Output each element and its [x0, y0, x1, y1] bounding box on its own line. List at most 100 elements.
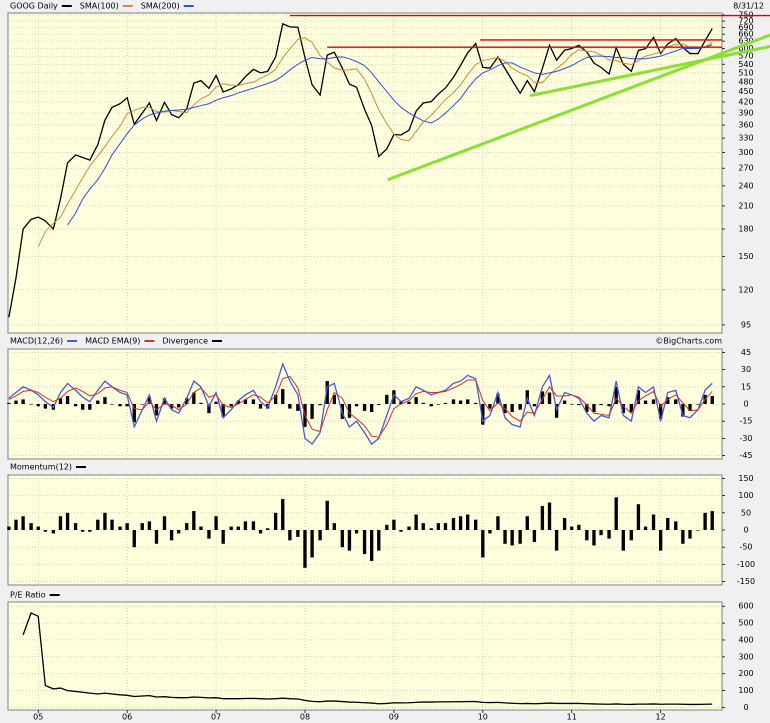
bar	[414, 397, 418, 404]
bar	[140, 404, 144, 405]
bar	[643, 400, 648, 404]
y-tick-label: 0	[743, 526, 748, 535]
bar	[88, 404, 92, 410]
bar	[265, 528, 270, 530]
bar	[65, 395, 70, 404]
bar	[273, 512, 278, 530]
date-label: 8/31/12	[733, 2, 764, 11]
y-tick-label: 500	[738, 619, 753, 628]
y-tick-label: 690	[738, 23, 753, 32]
y-tick-label: 330	[738, 134, 753, 143]
y-tick-label: -45	[739, 451, 752, 460]
bar	[458, 400, 463, 404]
x-tick-label: 12	[656, 713, 666, 722]
bar	[340, 530, 344, 548]
bar	[525, 516, 529, 530]
bar	[258, 404, 263, 409]
bar	[577, 404, 581, 406]
x-tick-label: 08	[300, 713, 310, 722]
bar	[236, 400, 240, 404]
bar	[621, 530, 625, 551]
y-tick-label: 100	[738, 686, 753, 695]
bar	[43, 530, 48, 532]
y-tick-label: -15	[739, 417, 752, 426]
x-tick-label: 07	[211, 713, 221, 722]
bar	[696, 530, 700, 531]
bar	[488, 530, 492, 534]
bar	[273, 394, 278, 404]
bar	[185, 398, 189, 404]
bar	[43, 404, 48, 409]
bar	[481, 404, 485, 425]
legend-label: MACD(12,26)	[10, 337, 63, 346]
y-tick-label: 15	[741, 382, 751, 391]
bar	[614, 386, 618, 404]
bar	[577, 524, 581, 530]
y-tick-label: 600	[738, 44, 753, 53]
bar	[651, 399, 656, 404]
y-tick-label: -150	[737, 577, 755, 586]
y-tick-label: 45	[741, 348, 751, 357]
bar	[296, 404, 300, 411]
y-tick-label: 660	[738, 30, 753, 39]
bar	[14, 400, 18, 404]
y-tick-label: 30	[741, 365, 751, 374]
bar	[21, 399, 25, 404]
bar	[399, 530, 403, 532]
bar	[503, 530, 507, 544]
y-tick-label: 480	[738, 77, 753, 86]
bar	[354, 530, 359, 534]
bar	[443, 523, 448, 530]
bar	[154, 530, 159, 544]
y-tick-label: 100	[738, 491, 753, 500]
bar	[332, 523, 336, 530]
bar	[103, 397, 107, 404]
bar	[377, 530, 381, 551]
x-tick-label: 05	[33, 713, 43, 722]
trend-line	[529, 45, 770, 98]
bar	[362, 530, 367, 555]
bar	[207, 530, 211, 539]
bar	[392, 519, 396, 530]
bar	[592, 530, 596, 546]
bar	[540, 505, 545, 530]
bar	[414, 514, 418, 530]
bar	[518, 404, 522, 410]
bar	[177, 530, 181, 534]
bar	[458, 516, 463, 530]
y-tick-label: -50	[739, 543, 752, 552]
bar	[125, 523, 129, 530]
bar	[81, 530, 85, 532]
bar	[474, 519, 478, 530]
bar	[451, 517, 456, 530]
bar	[570, 404, 574, 405]
bar	[110, 404, 114, 405]
legend-label: SMA(200)	[141, 2, 180, 11]
bar	[318, 404, 322, 406]
bar	[681, 404, 685, 417]
bar	[585, 404, 589, 413]
x-tick-label: 10	[478, 713, 488, 722]
bar	[614, 497, 618, 530]
bar	[658, 530, 663, 551]
bar	[629, 530, 633, 541]
y-tick-label: 50	[741, 508, 751, 517]
bar	[325, 500, 329, 530]
bar	[51, 530, 56, 534]
bar	[125, 404, 129, 407]
bar	[377, 404, 381, 406]
bar	[621, 404, 625, 414]
y-tick-label: -30	[739, 434, 752, 443]
y-tick-label: 570	[738, 52, 753, 61]
bar	[118, 404, 122, 407]
panel	[7, 12, 723, 334]
bar	[347, 404, 352, 418]
y-tick-label: 510	[738, 68, 753, 77]
bar	[162, 516, 167, 530]
bar	[466, 399, 470, 404]
y-tick-label: 150	[738, 474, 753, 483]
bar	[429, 404, 433, 407]
bar	[385, 524, 389, 530]
bar	[296, 530, 300, 537]
